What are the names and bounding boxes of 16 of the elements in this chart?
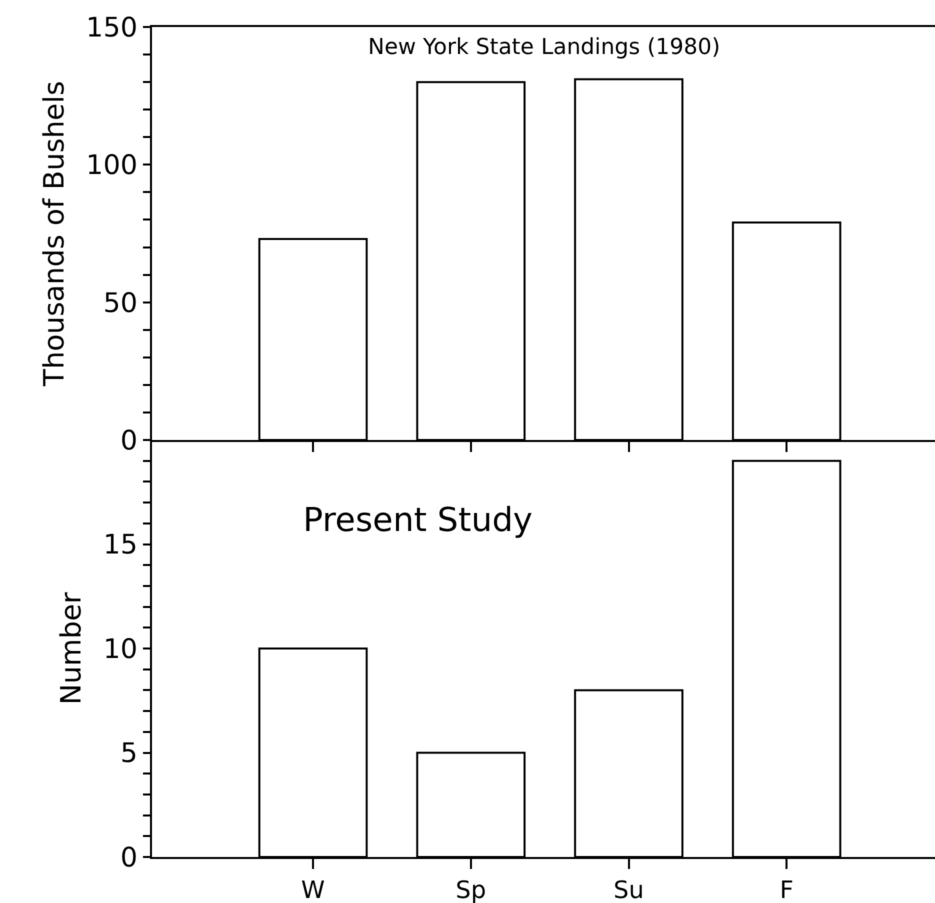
y-tick-label: 50 [103, 288, 138, 319]
text: Present Study [303, 500, 533, 539]
y-tick-label: 10 [103, 634, 138, 665]
x-tick-label: Sp [456, 876, 486, 903]
x-tick-label: Su [614, 876, 644, 903]
y-tick-label: 150 [86, 12, 138, 44]
y-tick-label: 0 [120, 425, 138, 456]
y-axis-title: Number [54, 592, 88, 705]
y-axis-title: Thousands of Bushels [37, 80, 70, 388]
y-tick-label: 15 [103, 530, 138, 561]
x-tick-label: F [780, 876, 794, 903]
y-tick-label: 5 [120, 738, 138, 770]
x-tick-label: W [301, 876, 325, 903]
chart-title: New York State Landings (1980) [368, 35, 720, 60]
y-tick-label: 100 [86, 150, 138, 182]
y-tick-label: 0 [120, 842, 138, 874]
